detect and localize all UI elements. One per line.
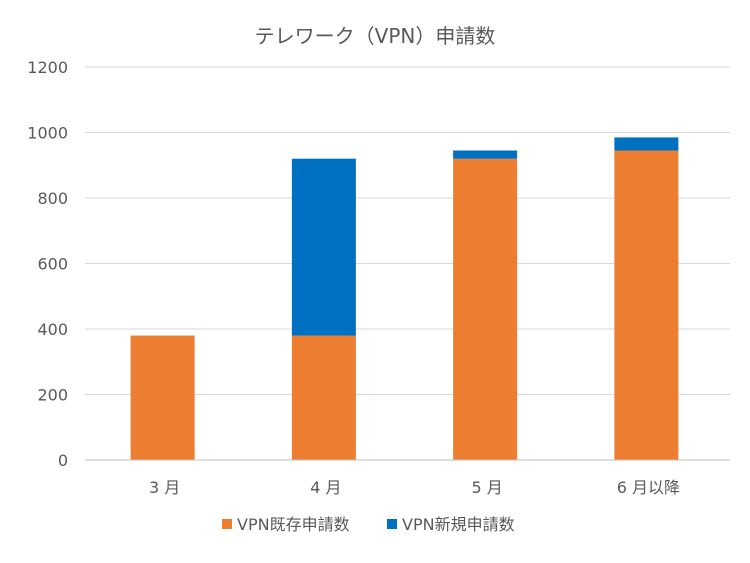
chart-title: テレワーク（VPN）申請数	[255, 24, 496, 48]
bar-existing-1	[130, 335, 195, 460]
legend-swatch	[387, 519, 397, 529]
x-tick-label: 4 月	[310, 478, 341, 497]
bar-new-4	[614, 137, 679, 151]
legend-label: VPN既存申請数	[237, 515, 350, 534]
x-tick-label: 5 月	[471, 478, 502, 497]
y-tick-label: 400	[37, 320, 68, 339]
bar-new-3	[453, 150, 518, 159]
bar-existing-4	[614, 150, 679, 460]
legend: VPN既存申請数 VPN新規申請数	[222, 515, 515, 534]
x-tick-label: 3 月	[149, 478, 180, 497]
x-tick-label: 6 月以降	[617, 478, 680, 497]
y-tick-label: 800	[37, 189, 68, 208]
bars	[130, 137, 679, 460]
bar-existing-2	[291, 335, 356, 460]
y-axis-ticks: 0 200 400 600 800 1000 1200	[27, 58, 68, 470]
bar-existing-3	[453, 158, 518, 460]
bar-new-2	[291, 158, 356, 336]
y-tick-label: 1000	[27, 124, 68, 143]
legend-swatch	[222, 519, 232, 529]
legend-label: VPN新規申請数	[402, 515, 515, 534]
y-tick-label: 1200	[27, 58, 68, 77]
y-tick-label: 200	[37, 386, 68, 405]
y-tick-label: 0	[58, 451, 68, 470]
x-axis-ticks: 3 月 4 月 5 月 6 月以降	[149, 478, 680, 497]
y-tick-label: 600	[37, 255, 68, 274]
